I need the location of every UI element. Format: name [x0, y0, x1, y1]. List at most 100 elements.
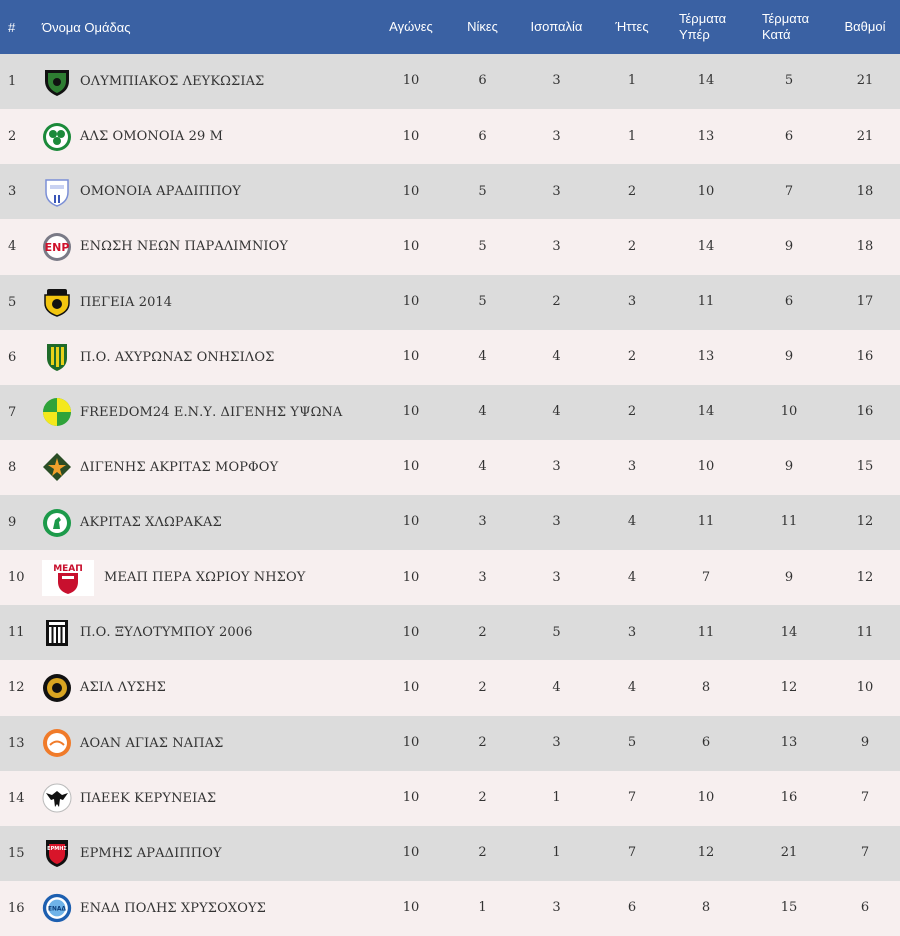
table-row: 11 Π.Ο. ΞΥΛΟΤΥΜΠΟΥ 2006 10 2 5 3 11 14 11	[0, 605, 900, 661]
row-played: 10	[402, 349, 420, 365]
row-goals-for: 11	[697, 514, 715, 530]
row-draws: 3	[552, 734, 561, 750]
team-logo-icon: ΕΝΑΔ	[42, 893, 72, 923]
row-losses: 5	[627, 734, 637, 750]
row-pos: 9	[8, 515, 17, 531]
team-name[interactable]: FREEDOM24 Ε.Ν.Υ. ΔΙΓΕΝΗΣ ΥΨΩΝΑ	[80, 404, 343, 420]
row-draws: 3	[552, 514, 561, 530]
row-played: 10	[402, 128, 420, 144]
row-draws: 3	[552, 900, 561, 916]
team-name[interactable]: ΟΛΥΜΠΙΑΚΟΣ ΛΕΥΚΩΣΙΑΣ	[80, 74, 265, 90]
row-points: 18	[856, 238, 874, 254]
row-wins: 2	[478, 845, 487, 861]
team-name[interactable]: Π.Ο. ΞΥΛΟΤΥΜΠΟΥ 2006	[80, 625, 253, 641]
svg-text:ΕΡΜΗΣ: ΕΡΜΗΣ	[47, 846, 67, 852]
team-name[interactable]: ΔΙΓΕΝΗΣ ΑΚΡΙΤΑΣ ΜΟΡΦΟΥ	[80, 459, 279, 475]
team-name[interactable]: ΟΜΟΝΟΙΑ ΑΡΑΔΙΠΠΟΥ	[80, 184, 241, 200]
row-wins: 2	[478, 734, 487, 750]
row-pos: 15	[8, 845, 25, 861]
row-goals-against: 6	[784, 293, 794, 309]
row-pos: 6	[8, 349, 17, 365]
row-losses: 1	[627, 73, 637, 89]
row-losses: 2	[627, 183, 637, 199]
row-played: 10	[402, 900, 420, 916]
table-row: 15 ΕΡΜΗΣ ΕΡΜΗΣ ΑΡΑΔΙΠΠΟΥ 10 2 1 7 12 21 7	[0, 825, 900, 881]
row-goals-for: 6	[701, 734, 711, 750]
row-played: 10	[402, 845, 420, 861]
row-goals-against: 10	[780, 404, 798, 420]
team-name[interactable]: ΑΛΣ ΟΜΟΝΟΙΑ 29 Μ	[80, 129, 224, 145]
row-goals-for: 10	[697, 459, 715, 475]
row-wins: 4	[478, 459, 487, 475]
svg-text:ENP: ENP	[45, 241, 70, 254]
row-losses: 4	[627, 569, 637, 585]
row-draws: 3	[552, 73, 561, 89]
row-points: 9	[860, 734, 870, 750]
row-wins: 3	[478, 569, 487, 585]
row-draws: 3	[552, 238, 561, 254]
row-wins: 6	[478, 73, 487, 89]
row-goals-against: 15	[780, 900, 798, 916]
row-points: 18	[856, 183, 874, 199]
row-played: 10	[402, 459, 420, 475]
row-points: 15	[856, 459, 874, 475]
row-wins: 2	[478, 679, 487, 695]
table-header: # Όνομα Ομάδας Αγώνες Νίκες Ισοπαλία Ήττ…	[0, 0, 900, 54]
row-losses: 2	[627, 349, 637, 365]
row-wins: 4	[478, 404, 487, 420]
row-points: 10	[856, 679, 874, 695]
team-name[interactable]: ΠΑΕΕΚ ΚΕΡΥΝΕΙΑΣ	[80, 790, 217, 806]
team-logo-icon	[42, 618, 72, 648]
row-draws: 3	[552, 459, 561, 475]
row-losses: 6	[627, 900, 637, 916]
row-goals-for: 14	[697, 404, 715, 420]
row-wins: 2	[478, 624, 487, 640]
row-goals-for: 12	[697, 845, 715, 861]
row-points: 21	[856, 73, 874, 89]
row-goals-against: 11	[780, 514, 798, 530]
row-goals-for: 11	[697, 624, 715, 640]
row-points: 7	[860, 790, 870, 806]
row-draws: 4	[552, 404, 561, 420]
row-losses: 4	[627, 679, 637, 695]
row-wins: 1	[478, 900, 487, 916]
row-pos: 12	[8, 680, 25, 696]
row-losses: 2	[627, 238, 637, 254]
team-logo-icon: ENP	[42, 232, 72, 262]
team-name[interactable]: ΑΟΑΝ ΑΓΙΑΣ ΝΑΠΑΣ	[80, 735, 224, 751]
row-goals-against: 5	[784, 73, 794, 89]
row-points: 12	[856, 569, 874, 585]
team-logo-icon	[42, 67, 72, 97]
row-pos: 10	[8, 570, 25, 586]
row-goals-for: 8	[701, 679, 711, 695]
team-logo-icon	[42, 508, 72, 538]
team-name[interactable]: ΑΚΡΙΤΑΣ ΧΛΩΡΑΚΑΣ	[80, 515, 222, 531]
team-name[interactable]: ΕΡΜΗΣ ΑΡΑΔΙΠΠΟΥ	[80, 845, 222, 861]
team-name[interactable]: ΕΝΩΣΗ ΝΕΩΝ ΠΑΡΑΛΙΜΝΙΟΥ	[80, 239, 289, 255]
row-goals-against: 12	[780, 679, 798, 695]
row-played: 10	[402, 514, 420, 530]
row-pos: 13	[8, 735, 25, 751]
team-name[interactable]: ΠΕΓΕΙΑ 2014	[80, 294, 173, 310]
team-name[interactable]: ΑΣΙΛ ΛΥΣΗΣ	[80, 680, 166, 696]
row-draws: 5	[552, 624, 561, 640]
row-wins: 5	[478, 293, 487, 309]
row-wins: 3	[478, 514, 487, 530]
team-logo-icon	[42, 342, 72, 372]
team-name[interactable]: ΜΕΑΠ ΠΕΡΑ ΧΩΡΙΟΥ ΝΗΣΟΥ	[104, 570, 306, 586]
row-draws: 2	[552, 293, 561, 309]
team-name[interactable]: Π.Ο. ΑΧΥΡΩΝΑΣ ΟΝΗΣΙΛΟΣ	[80, 349, 275, 365]
row-goals-against: 14	[780, 624, 798, 640]
row-goals-for: 10	[697, 790, 715, 806]
header-wins: Νίκες	[467, 18, 498, 34]
team-logo-icon	[42, 287, 72, 317]
team-logo-icon	[42, 728, 72, 758]
table-row: 10 ΜΕΑΠ ΜΕΑΠ ΠΕΡΑ ΧΩΡΙΟΥ ΝΗΣΟΥ 10 3 3 4 7 9 12	[0, 550, 900, 606]
row-draws: 1	[552, 845, 561, 861]
row-goals-for: 14	[697, 238, 715, 254]
row-wins: 5	[478, 238, 487, 254]
row-pos: 11	[8, 625, 25, 641]
row-goals-against: 6	[784, 128, 794, 144]
team-name[interactable]: ΕΝΑΔ ΠΟΛΗΣ ΧΡΥΣΟΧΟΥΣ	[80, 900, 266, 916]
row-goals-for: 10	[697, 183, 715, 199]
